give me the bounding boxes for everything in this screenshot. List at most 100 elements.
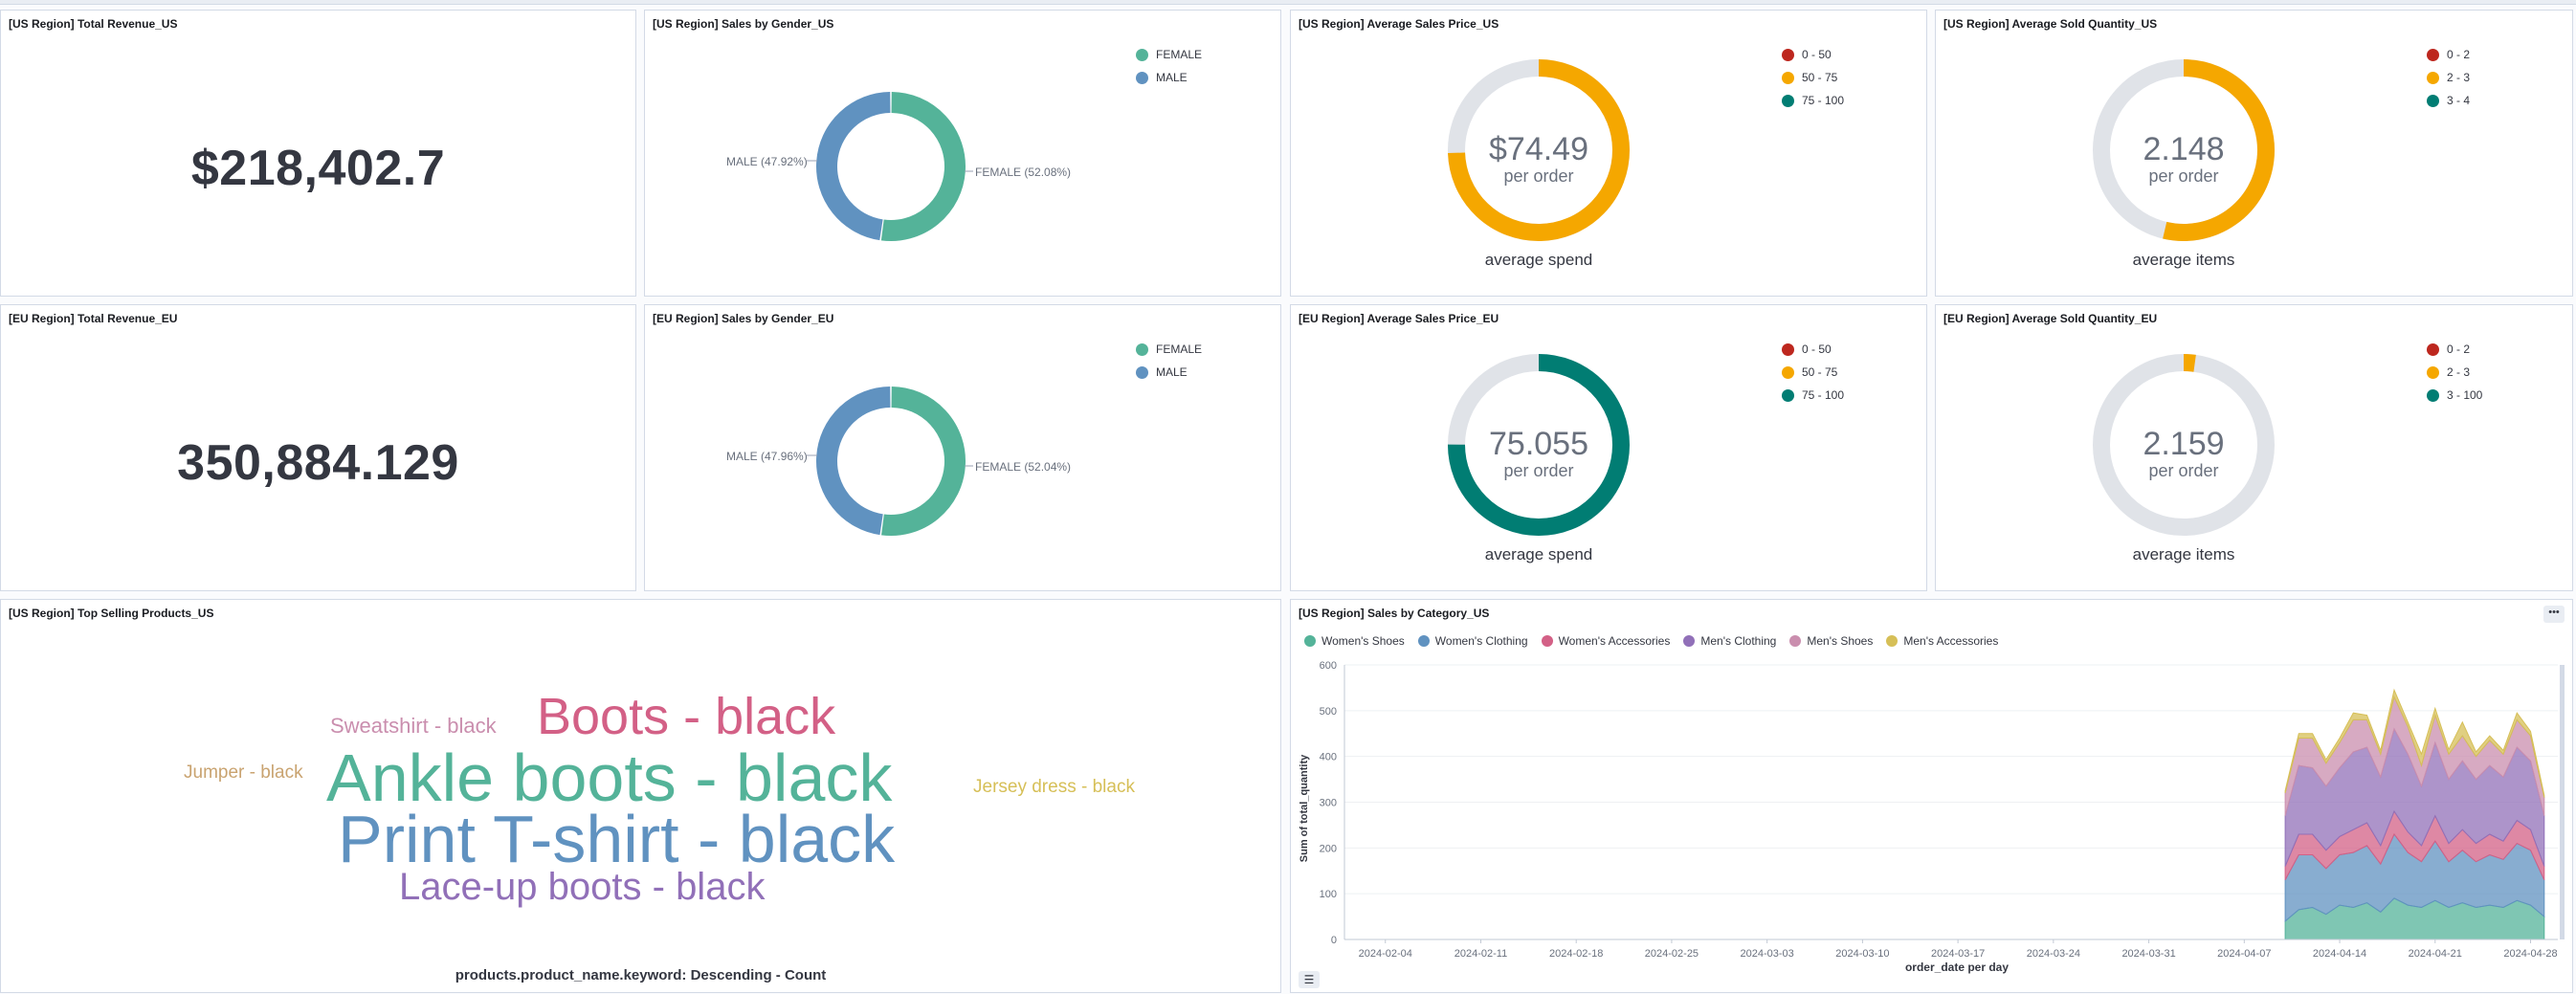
gauge-fill[interactable] [1448, 59, 1630, 241]
panel-title: [EU Region] Total Revenue_EU [9, 312, 178, 325]
legend-item-womens-clothing[interactable]: Women's Clothing [1417, 634, 1528, 648]
legend-dot [1136, 48, 1148, 61]
legend-label: Men's Shoes [1807, 634, 1874, 648]
panel-options-button[interactable]: ••• [2543, 606, 2565, 623]
legend-item-womens-shoes[interactable]: Women's Shoes [1304, 634, 1405, 648]
x-tick-label: 2024-02-25 [1645, 948, 1699, 960]
metric-value: 350,884.129 [177, 435, 459, 491]
legend-item-mens-shoes[interactable]: Men's Shoes [1789, 634, 1873, 648]
legend-item-range-1[interactable]: 0 - 2 [2427, 338, 2482, 361]
stacked-area-chart: 0 100 200 300 400 500 600 2024-02-04 2024-02-11 2… [1299, 660, 2565, 974]
legend-item-range-2[interactable]: 50 - 75 [1782, 66, 1844, 89]
legend-label: 75 - 100 [1802, 94, 1845, 107]
y-tick-label: 400 [1320, 752, 1337, 763]
legend-dot [2427, 365, 2439, 379]
legend-dot [1136, 342, 1148, 356]
slice-male[interactable] [816, 387, 891, 536]
legend-dot [1304, 635, 1316, 647]
legend: FEMALE MALE [1136, 338, 1202, 384]
x-tick-label: 2024-04-28 [2503, 948, 2557, 960]
legend-item-male[interactable]: MALE [1136, 66, 1202, 89]
x-tick-label: 2024-03-03 [1741, 948, 1794, 960]
legend-item-range-2[interactable]: 2 - 3 [2427, 66, 2470, 89]
legend-label: 0 - 2 [2447, 342, 2471, 356]
word-cloud-term[interactable]: Lace-up boots - black [399, 866, 766, 908]
area-series[interactable] [2284, 688, 2545, 798]
legend-toggle-button[interactable]: ☰ [1299, 971, 1320, 988]
slice-male[interactable] [816, 92, 891, 241]
legend-label: Women's Shoes [1321, 634, 1405, 648]
slice-label-female: FEMALE (52.08%) [975, 166, 1072, 179]
donut-chart [807, 387, 973, 536]
legend-item-range-1[interactable]: 0 - 50 [1782, 43, 1844, 66]
panel-title: [EU Region] Sales by Gender_EU [653, 312, 834, 325]
word-cloud-term[interactable]: Print T-shirt - black [338, 802, 896, 876]
word-cloud-term[interactable]: Jersey dress - black [973, 777, 1135, 797]
legend-item-range-1[interactable]: 0 - 50 [1782, 338, 1844, 361]
legend-item-range-3[interactable]: 3 - 4 [2427, 89, 2470, 112]
gauge-fill[interactable] [2163, 59, 2275, 241]
word-cloud-term[interactable]: Sweatshirt - black [330, 714, 497, 738]
gauge-fill[interactable] [1448, 354, 1630, 536]
y-tick-label: 200 [1320, 843, 1337, 854]
legend-item-womens-accessories[interactable]: Women's Accessories [1541, 634, 1670, 648]
word-cloud-term[interactable]: Boots - black [537, 688, 836, 745]
x-axis-label: order_date per day [1905, 961, 2009, 974]
legend: Women's Shoes Women's Clothing Women's A… [1304, 634, 2011, 648]
legend-label: 75 - 100 [1802, 388, 1845, 402]
legend-label: Men's Accessories [1903, 634, 1999, 648]
legend-item-range-3[interactable]: 75 - 100 [1782, 89, 1844, 112]
legend-label: FEMALE [1156, 342, 1203, 356]
gauge-fill[interactable] [2183, 354, 2196, 372]
panel-title: [US Region] Sales by Category_US [1299, 607, 1490, 620]
panel-title: [US Region] Top Selling Products_US [9, 607, 214, 620]
panel-eu-average-sales-price: [EU Region] Average Sales Price_EU 75.05… [1290, 304, 1927, 591]
legend-item-range-3[interactable]: 3 - 100 [2427, 384, 2482, 407]
legend-item-mens-accessories[interactable]: Men's Accessories [1886, 634, 1998, 648]
legend-label: MALE [1156, 365, 1188, 379]
legend-dot [1782, 388, 1794, 402]
legend-item-mens-clothing[interactable]: Men's Clothing [1683, 634, 1776, 648]
gauge-chart [2093, 59, 2275, 241]
legend-label: Men's Clothing [1700, 634, 1777, 648]
slice-female[interactable] [881, 387, 966, 536]
legend-dot [1782, 342, 1794, 356]
gauge-value: 2.148 [2143, 131, 2225, 167]
legend-dot [2427, 94, 2439, 107]
slice-label-male: MALE (47.92%) [726, 155, 808, 168]
legend-dot [1789, 635, 1802, 647]
legend-dot [1782, 71, 1794, 84]
gauge-value: $74.49 [1489, 131, 1588, 167]
slice-female[interactable] [880, 92, 966, 241]
y-tick-label: 300 [1320, 798, 1337, 809]
y-tick-label: 600 [1320, 660, 1337, 672]
panel-title: [US Region] Average Sold Quantity_US [1943, 17, 2158, 31]
legend-dot [1417, 635, 1430, 647]
word-cloud-term[interactable]: Jumper - black [184, 762, 303, 783]
legend-dot [1683, 635, 1696, 647]
legend-label: 0 - 50 [1802, 48, 1832, 61]
chart-scrollbar[interactable] [2560, 665, 2565, 939]
gauge-value: 2.159 [2143, 426, 2225, 462]
legend-label: 50 - 75 [1802, 71, 1838, 84]
word-cloud-term[interactable]: Ankle boots - black [326, 740, 893, 815]
legend-item-range-2[interactable]: 2 - 3 [2427, 361, 2482, 384]
legend-item-range-2[interactable]: 50 - 75 [1782, 361, 1844, 384]
legend-label: 0 - 50 [1802, 342, 1832, 356]
legend: 0 - 2 2 - 3 3 - 4 [2427, 43, 2470, 112]
legend-item-male[interactable]: MALE [1136, 361, 1202, 384]
legend-item-female[interactable]: FEMALE [1136, 43, 1202, 66]
legend: 0 - 50 50 - 75 75 - 100 [1782, 43, 1844, 112]
x-tick-label: 2024-02-18 [1549, 948, 1603, 960]
x-tick-label: 2024-04-21 [2409, 948, 2462, 960]
legend-label: 2 - 3 [2447, 71, 2471, 84]
gauge-chart [1448, 354, 1630, 536]
x-tick-label: 2024-02-04 [1359, 948, 1412, 960]
panel-us-total-revenue: [US Region] Total Revenue_US $218,402.7 [0, 10, 636, 297]
legend-item-range-3[interactable]: 75 - 100 [1782, 384, 1844, 407]
legend-item-range-1[interactable]: 0 - 2 [2427, 43, 2470, 66]
legend-item-female[interactable]: FEMALE [1136, 338, 1202, 361]
donut-chart [807, 92, 973, 241]
x-tick-label: 2024-04-07 [2217, 948, 2271, 960]
y-tick-label: 100 [1320, 889, 1337, 900]
